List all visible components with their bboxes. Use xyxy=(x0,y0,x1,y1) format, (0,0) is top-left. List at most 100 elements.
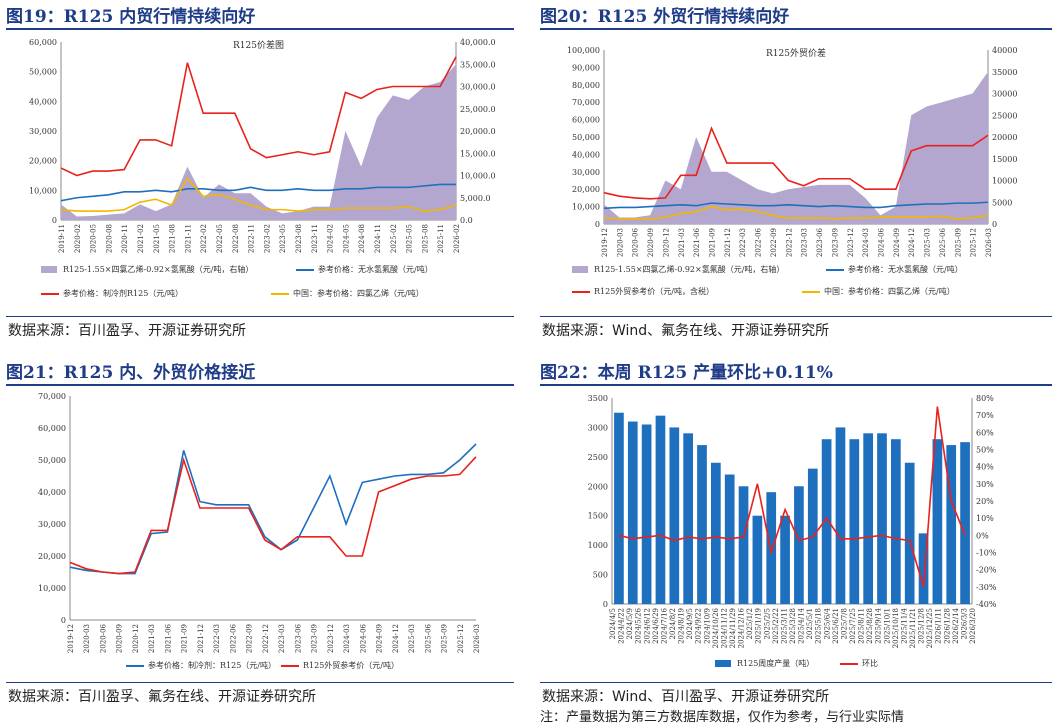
series-line xyxy=(69,443,477,575)
x-tick-label: 2025/12/8 xyxy=(918,608,926,644)
x-tick-label: 2025/9/14 xyxy=(875,607,883,643)
bar xyxy=(918,533,929,604)
y-tick-label-right: 20,000.0 xyxy=(460,127,496,136)
x-tick-label: 2020-09 xyxy=(647,228,655,257)
x-tick-label: 2024/11/29 xyxy=(729,608,737,648)
bar xyxy=(849,439,860,604)
bar xyxy=(697,445,707,604)
x-tick-label: 2020-03 xyxy=(616,228,624,257)
panel-20: 图20：R125 外贸行情持续向好 0 10,000 20,000 30,000 40,… xyxy=(540,2,1052,347)
x-tick-label: 2025/5/18 xyxy=(815,608,823,644)
source-text: 数据来源：百川盈孚、氟务在线、开源证券研究所 xyxy=(8,689,316,705)
chart-svg: 0 10,000 20,000 30,000 40,000 50,000 60,000 0.0… xyxy=(29,38,496,298)
y-tick-label-left: 70,000 xyxy=(38,392,66,401)
x-tick-label: 2025/2/5 xyxy=(763,608,771,639)
x-tick-label: 2021-09 xyxy=(709,228,717,257)
y-tick-label-right: 50% xyxy=(976,446,994,455)
series-area xyxy=(604,71,988,224)
chart-svg: 0 10,000 20,000 30,000 40,000 50,000 60,000 70,… xyxy=(567,46,1018,296)
series-line xyxy=(69,456,477,575)
y-tick-label-right: 20000 xyxy=(992,133,1017,142)
x-tick-label: 2025-02 xyxy=(390,224,398,253)
legend-label: R125外贸参考价（元/吨，含税） xyxy=(594,286,714,296)
legend-label: R125周度产量（吨） xyxy=(737,658,814,668)
x-tick-label: 2025/8/28 xyxy=(866,608,874,644)
y-tick-label-right: 30000 xyxy=(992,90,1017,99)
x-tick-label: 2023-06 xyxy=(294,623,302,653)
y-tick-label-right: 10000 xyxy=(992,177,1017,186)
title-rule xyxy=(6,28,514,30)
x-tick-label: 2023-03 xyxy=(801,228,809,257)
x-tick-label: 2019-12 xyxy=(601,228,609,257)
y-tick-label-right: 25,000.0 xyxy=(460,105,496,114)
x-tick-label: 2019-12 xyxy=(67,624,75,653)
bar xyxy=(627,421,638,604)
legend-label: 参考价格：无水氢氟酸（元/吨） xyxy=(848,264,963,274)
series-line xyxy=(603,205,989,220)
bar xyxy=(863,433,873,604)
x-tick-label: 2024-09 xyxy=(893,228,901,257)
y-tick-label-left: 3500 xyxy=(588,394,608,403)
x-tick-label: 2023-06 xyxy=(816,227,824,257)
panel-title: 图21：R125 内、外贸价格接近 xyxy=(6,363,256,383)
y-tick-label-right: 5000 xyxy=(992,198,1012,207)
panel-22: 图22：本周 R125 产量环比+0.11% 0 500 1000 1500 2000 2… xyxy=(540,358,1052,725)
y-tick-label-right: -40% xyxy=(976,600,997,609)
x-tick-label: 2024-03 xyxy=(343,624,351,653)
y-tick-label-left: 80,000 xyxy=(572,81,600,90)
legend-label: R125-1.55×四氯乙烯-0.92×氢氟酸（元/吨，右轴） xyxy=(63,264,253,274)
x-tick-label: 2023-03 xyxy=(278,624,286,653)
bar xyxy=(960,442,970,604)
x-tick-label: 2022-09 xyxy=(246,624,254,653)
y-tick-label-right: 40000 xyxy=(992,46,1017,55)
y-tick-label-right: 10% xyxy=(976,514,994,523)
source-text: 数据来源：Wind、百川盈孚、开源证券研究所 xyxy=(542,689,830,705)
y-tick-label-right: 25000 xyxy=(992,111,1017,120)
legend-label: R125外贸参考价（元/吨） xyxy=(303,660,399,670)
x-tick-label: 2025/6/4 xyxy=(823,607,831,639)
bar xyxy=(891,439,901,604)
x-tick-label: 2024-12 xyxy=(392,624,400,653)
x-tick-label: 2025/1/19 xyxy=(755,608,763,644)
panel-19: 图19：R125 内贸行情持续向好 0 10,000 20,000 30,000 40,… xyxy=(6,2,514,347)
source-rule xyxy=(6,316,514,317)
y-tick-label-right: -10% xyxy=(976,549,997,558)
x-tick-label: 2025-09 xyxy=(954,228,962,257)
y-tick-label-right: 60% xyxy=(976,428,994,437)
x-tick-label: 2025-06 xyxy=(939,227,947,257)
bar xyxy=(738,486,749,604)
y-tick-label-right: 5,000.0 xyxy=(460,194,491,203)
x-tick-label: 2020-12 xyxy=(662,228,670,257)
legend-label: 中国：参考价格：四氯乙烯（元/吨） xyxy=(824,286,955,296)
source-rule xyxy=(540,682,1052,683)
x-tick-label: 2025/5/1 xyxy=(806,608,814,639)
y-tick-label-left: 100,000 xyxy=(567,46,600,55)
legend-label: 参考价格：无水氢氟酸（元/吨） xyxy=(318,264,433,274)
x-tick-label: 2026-02 xyxy=(453,224,461,253)
y-tick-label-right: 70% xyxy=(976,411,994,420)
x-tick-label: 2023-12 xyxy=(847,228,855,257)
x-tick-label: 2024-05 xyxy=(342,224,350,253)
bar xyxy=(641,424,652,604)
legend-label: 参考价格：制冷剂：R125（元/吨） xyxy=(148,660,276,670)
x-tick-label: 2026/2/14 xyxy=(952,607,960,643)
chart-svg: 0 500 1000 1500 2000 2500 3000 3500 -40% -30% -20%… xyxy=(588,394,997,668)
y-tick-label-left: 20,000 xyxy=(38,552,66,561)
x-tick-label: 2024-08 xyxy=(358,224,366,253)
bar xyxy=(932,439,943,604)
x-tick-label: 2021-09 xyxy=(181,624,189,653)
y-tick-label-left: 10,000 xyxy=(38,584,66,593)
bar xyxy=(669,427,680,604)
y-tick-label-left: 0 xyxy=(603,600,608,609)
bar xyxy=(794,486,804,604)
x-tick-label: 2026/1/28 xyxy=(943,608,951,644)
x-tick-label: 2024/12/16 xyxy=(738,607,746,648)
y-tick-label-left: 70,000 xyxy=(572,98,600,107)
x-tick-label: 2023-11 xyxy=(311,224,319,253)
y-tick-label-left: 2000 xyxy=(588,482,608,491)
y-tick-label-left: 30,000 xyxy=(29,127,57,136)
y-tick-label-right: 80% xyxy=(976,394,994,403)
x-tick-label: 2023-09 xyxy=(311,624,319,653)
y-tick-label-left: 1000 xyxy=(588,541,608,550)
x-tick-label: 2024/5/9 xyxy=(626,608,634,639)
